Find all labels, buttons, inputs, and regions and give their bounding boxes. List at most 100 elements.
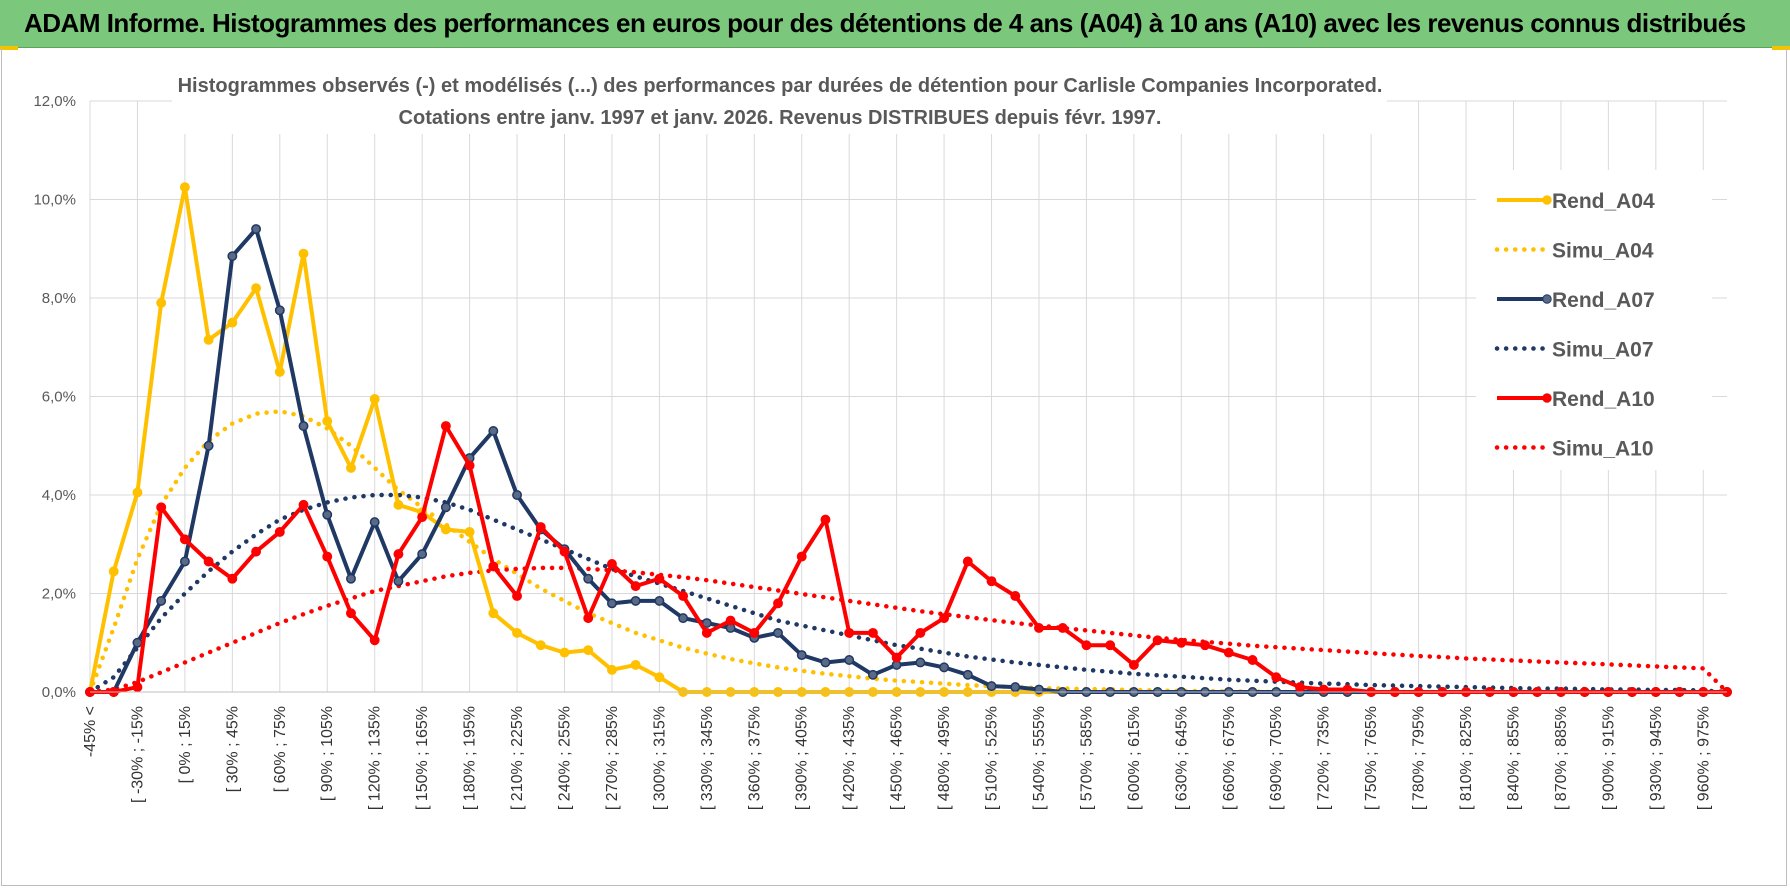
chart-frame: [1, 48, 1787, 886]
series-rend-a10-point: [1200, 640, 1211, 651]
series-rend-a10-point: [346, 608, 356, 619]
series-rend-a04-point: [179, 182, 190, 193]
series-rend-a04-point: [654, 672, 665, 683]
series-rend-a07-point: [939, 662, 950, 673]
series-rend-a10-point: [535, 522, 546, 532]
series-rend-a10-point: [749, 627, 760, 638]
series-simu-a10-line: [87, 565, 1730, 695]
series-rend-a07-point: [512, 490, 522, 500]
series-rend-a04-point: [203, 334, 214, 345]
series-rend-a04-point: [346, 462, 356, 473]
series-rend-a10-point: [606, 559, 617, 569]
y-tick-label: 8,0%: [42, 290, 76, 307]
series-rend-a04-point: [583, 645, 594, 656]
y-tick-label: 10,0%: [33, 192, 76, 209]
series-rend-a10-point: [891, 652, 902, 663]
x-tick-label: [ 660% ; 675%: [1221, 706, 1238, 810]
series-rend-a10-point: [417, 512, 428, 523]
series-rend-a10-point: [440, 421, 451, 431]
x-tick-label: [ 600% ; 615%: [1126, 706, 1143, 810]
series-rend-a04-point: [251, 283, 262, 294]
series-rend-a10-point: [867, 627, 878, 638]
y-tick-label: 6,0%: [42, 389, 76, 406]
x-tick-label: [ 210% ; 225%: [509, 706, 526, 810]
series-rend-a10-point: [156, 502, 167, 513]
title-background: [172, 66, 1387, 134]
x-tick-label: [ 180% ; 195%: [462, 706, 479, 810]
x-tick-label: [ 690% ; 705%: [1268, 706, 1285, 810]
x-axis: -45% < [ -30% ; -15% [ 0% ; 15% [ 30% ; 45%…: [82, 691, 1727, 810]
chart-title-line1: Histogrammes observés (-) et modélisés (…: [178, 75, 1383, 97]
series-simu-a07-line: [87, 492, 1730, 695]
series-rend-a10-point: [844, 627, 855, 638]
series-rend-a10-point: [132, 682, 143, 693]
x-tick-label: [ 870% ; 885%: [1553, 706, 1570, 810]
series-rend-a10-point: [1105, 640, 1116, 651]
series-rend-a10-point: [488, 561, 499, 572]
series-rend-a04-point: [298, 248, 309, 259]
x-tick-label: [ 630% ; 645%: [1173, 706, 1190, 810]
x-tick-label: [ 900% ; 915%: [1600, 706, 1617, 810]
x-tick-label: [ 960% ; 975%: [1695, 706, 1712, 810]
series-rend-a07-point: [369, 517, 380, 528]
series-rend-a10-point: [1128, 659, 1139, 670]
series-rend-a04-point: [464, 526, 475, 537]
series-rend-a07-point: [1010, 682, 1021, 693]
series-rend-a07-point: [203, 440, 214, 451]
series-rend-a04-point: [108, 566, 119, 577]
series-rend-a10-point: [227, 573, 238, 584]
series-rend-a10-point: [583, 613, 594, 624]
series-rend-a10-point: [1152, 635, 1163, 646]
series-rend-a10-point: [1010, 591, 1021, 601]
legend-marker-rend-a10: [1542, 393, 1552, 403]
series-rend-a10-point: [1271, 672, 1282, 683]
series-rend-a04-point: [227, 317, 238, 328]
series-rend-a07-point: [986, 681, 997, 692]
series-rend-a10-point: [1247, 655, 1258, 665]
x-tick-label: [ 720% ; 735%: [1316, 706, 1333, 810]
series-rend-a10-point: [796, 551, 807, 562]
series-rend-a10-point: [962, 556, 973, 567]
series-rend-a04-point: [535, 640, 546, 651]
series-rend-a10-point: [1176, 637, 1187, 648]
x-tick-label: [ 450% ; 465%: [889, 706, 906, 810]
series-rend-a07-point: [179, 556, 190, 567]
x-tick-label: [ 330% ; 345%: [699, 706, 716, 810]
title-banner: ADAM Informe. Histogrammes des performan…: [0, 0, 1790, 48]
series-rend-a10-point: [274, 526, 285, 537]
legend-label-rend-a10: Rend_A10: [1552, 388, 1655, 411]
series-rend-a10-point: [322, 551, 333, 562]
legend-marker-rend-a04: [1542, 195, 1552, 205]
legend-background: [1476, 170, 1712, 470]
x-tick-label: [ 780% ; 795%: [1411, 706, 1428, 810]
series-rend-a10-point: [1081, 640, 1092, 651]
x-tick-label: -45% <: [82, 706, 99, 757]
series-rend-a07-point: [606, 598, 617, 609]
corner-accent-left: [0, 46, 18, 50]
series-rend-a10-point: [654, 573, 665, 584]
series-rend-a07-point: [796, 650, 807, 661]
series-rend-a07-point: [820, 657, 831, 668]
series-rend-a07-point: [346, 573, 356, 584]
series-rend-a04-point: [322, 416, 333, 427]
chart-title-line2: Cotations entre janv. 1997 et janv. 2026…: [399, 107, 1162, 129]
series-rend-a04-point: [630, 659, 641, 670]
x-tick-label: [ 570% ; 585%: [1078, 706, 1095, 810]
series-rend-a10-point: [1034, 623, 1044, 633]
series-rend-a10-point: [251, 546, 262, 557]
series-rend-a10-point: [1295, 682, 1305, 693]
series-rend-a10-point: [464, 460, 475, 471]
series-rend-a04-point: [440, 524, 451, 535]
series-rend-a10-point: [1057, 623, 1068, 633]
legend-marker-rend-a07: [1542, 294, 1552, 304]
series-rend-a04-point: [156, 297, 167, 308]
x-tick-label: [ 300% ; 315%: [651, 706, 668, 810]
x-tick-label: [ 120% ; 135%: [367, 706, 384, 810]
series-rend-a04-point: [274, 366, 285, 377]
x-tick-label: [ 420% ; 435%: [841, 706, 858, 810]
series-rend-a10-point: [939, 613, 950, 624]
y-tick-label: 2,0%: [42, 586, 76, 603]
x-tick-label: [ 150% ; 165%: [414, 706, 431, 810]
x-tick-label: [ 270% ; 285%: [604, 706, 621, 810]
